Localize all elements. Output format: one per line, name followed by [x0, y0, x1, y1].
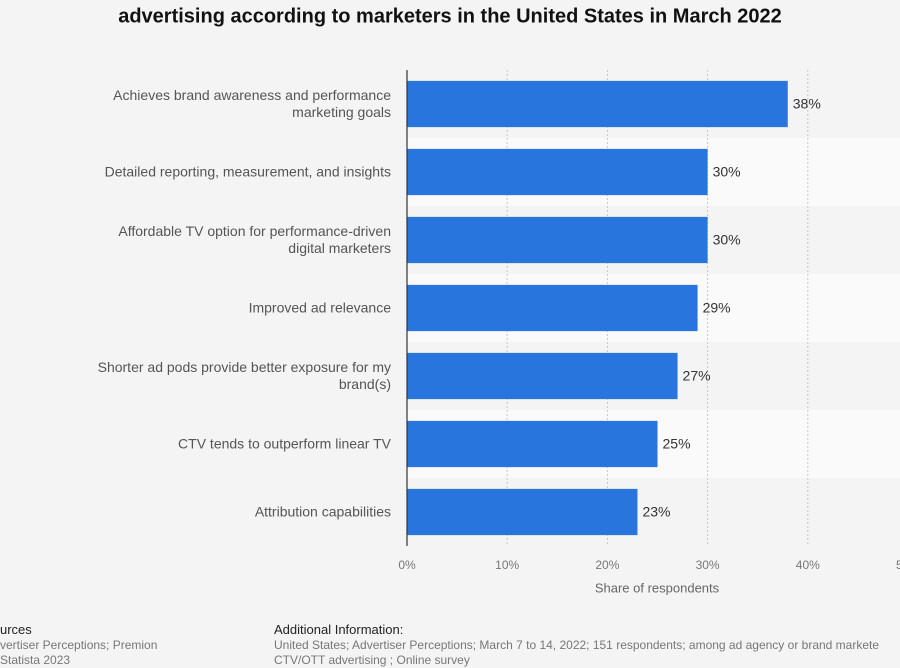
y-tick-label: Affordable TV option for performance-dri… — [118, 223, 391, 256]
bar — [407, 284, 698, 332]
value-label: 29% — [703, 300, 731, 316]
bar — [407, 148, 708, 196]
source-line: vertiser Perceptions; Premion — [0, 638, 158, 652]
value-label: 38% — [793, 96, 821, 112]
value-label: 30% — [713, 232, 741, 248]
x-tick-label: 20% — [595, 558, 619, 572]
y-tick-label: Improved ad relevance — [248, 299, 391, 316]
x-tick-label: 40% — [796, 558, 820, 572]
y-tick-label: Detailed reporting, measurement, and ins… — [104, 163, 391, 180]
bar — [407, 420, 658, 468]
source-line: Statista 2023 — [0, 653, 71, 667]
y-tick-label: Attribution capabilities — [254, 503, 391, 520]
x-axis-label: Share of respondents — [595, 580, 720, 595]
bar — [407, 488, 638, 536]
info-line: CTV/OTT advertising ; Online survey — [274, 653, 470, 667]
x-tick-label: 10% — [495, 558, 519, 572]
sources-title: urces — [0, 622, 32, 637]
value-label: 30% — [713, 164, 741, 180]
additional-info: Additional Information: United States; A… — [274, 622, 879, 668]
value-label: 23% — [642, 504, 670, 520]
y-tick-label: CTV tends to outperform linear TV — [178, 435, 391, 452]
bar — [407, 352, 678, 400]
value-label: 27% — [683, 368, 711, 384]
info-line: United States; Advertiser Perceptions; M… — [274, 638, 880, 652]
bar — [407, 216, 708, 264]
sources: urces vertiser Perceptions; Premion Stat… — [0, 622, 157, 668]
chart-title: advertising according to marketers in th… — [118, 5, 782, 27]
x-tick-label: 0% — [398, 558, 416, 572]
y-tick-label: Shorter ad pods provide better exposure … — [97, 359, 391, 392]
bar — [407, 80, 788, 128]
y-tick-label: Achieves brand awareness and performance… — [113, 87, 391, 120]
x-tick-label: 30% — [696, 558, 720, 572]
info-title: Additional Information: — [274, 622, 404, 637]
x-tick-label: 50% — [896, 558, 900, 572]
value-label: 25% — [663, 436, 691, 452]
